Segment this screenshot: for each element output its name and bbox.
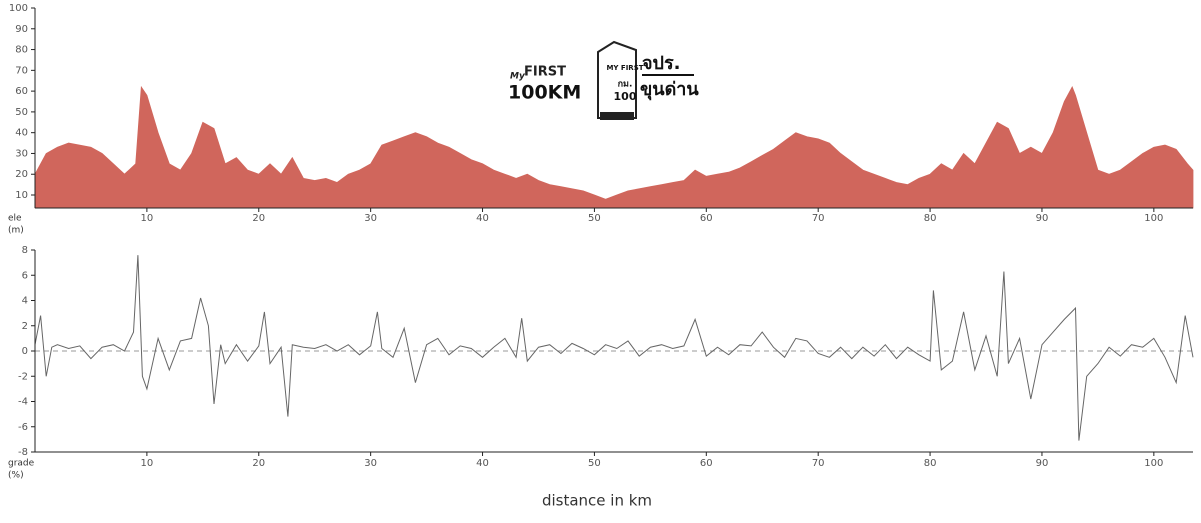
logo: My FIRST 100KM MY FIRST กม. 100 จปร. ขุน…: [508, 40, 699, 120]
y-tick-label: -2: [18, 371, 28, 382]
x-tick-label: 30: [364, 213, 377, 224]
logo-text: กม.: [618, 80, 633, 90]
logo-text: My: [510, 72, 526, 82]
y-axis-label: grade: [8, 459, 35, 469]
y-tick-label: -6: [18, 422, 28, 433]
y-tick-label: -4: [18, 397, 28, 408]
y-tick-label: 60: [15, 86, 28, 97]
y-tick-label: 70: [15, 65, 28, 76]
x-tick-label: 100: [1144, 458, 1163, 469]
y-tick-label: 50: [15, 107, 28, 118]
y-tick-label: 10: [15, 190, 28, 201]
logo-text: จปร.: [642, 53, 680, 74]
logo-text: MY FIRST: [606, 64, 643, 72]
y-tick-label: 40: [15, 128, 28, 139]
x-tick-label: 30: [364, 458, 377, 469]
y-tick-label: 80: [15, 45, 28, 56]
y-tick-label: 0: [22, 346, 28, 357]
logo-text: FIRST: [524, 65, 566, 80]
milestone: [597, 40, 637, 119]
logo-text: ขุนด่าน: [640, 79, 699, 101]
y-axis-label: ele: [8, 214, 22, 224]
x-tick-label: 20: [252, 458, 265, 469]
y-tick-label: 2: [22, 321, 28, 332]
grade-line: [34, 255, 1194, 441]
y-tick-label: 6: [22, 270, 28, 281]
x-tick-label: 10: [141, 213, 154, 224]
logo-text: 100KM: [508, 82, 581, 104]
logo-text: 100: [614, 90, 637, 103]
y-tick-label: 20: [15, 169, 28, 180]
y-tick-label: 4: [22, 296, 28, 307]
milestone-base: [600, 112, 634, 120]
y-axis-label: (%): [8, 471, 24, 481]
y-tick-label: -8: [18, 447, 28, 458]
x-tick-label: 20: [252, 213, 265, 224]
y-tick-label: 8: [22, 245, 28, 256]
x-tick-label: 60: [700, 213, 713, 224]
x-tick-label: 40: [476, 458, 489, 469]
y-tick-label: 100: [9, 3, 28, 14]
x-tick-label: 50: [588, 213, 601, 224]
x-tick-label: 40: [476, 213, 489, 224]
y-axis-label: (m): [8, 226, 24, 236]
x-tick-label: 90: [1036, 458, 1049, 469]
x-tick-label: 10: [141, 458, 154, 469]
x-tick-label: 70: [812, 458, 825, 469]
x-tick-label: 60: [700, 458, 713, 469]
x-tick-label: 70: [812, 213, 825, 224]
x-tick-label: 90: [1036, 213, 1049, 224]
x-tick-label: 80: [924, 213, 937, 224]
x-tick-label: 100: [1144, 213, 1163, 224]
elevation-area: [34, 85, 1194, 209]
x-tick-label: 80: [924, 458, 937, 469]
y-tick-label: 30: [15, 148, 28, 159]
y-tick-label: 90: [15, 24, 28, 35]
x-tick-label: 50: [588, 458, 601, 469]
x-axis-label: distance in km: [542, 492, 652, 510]
